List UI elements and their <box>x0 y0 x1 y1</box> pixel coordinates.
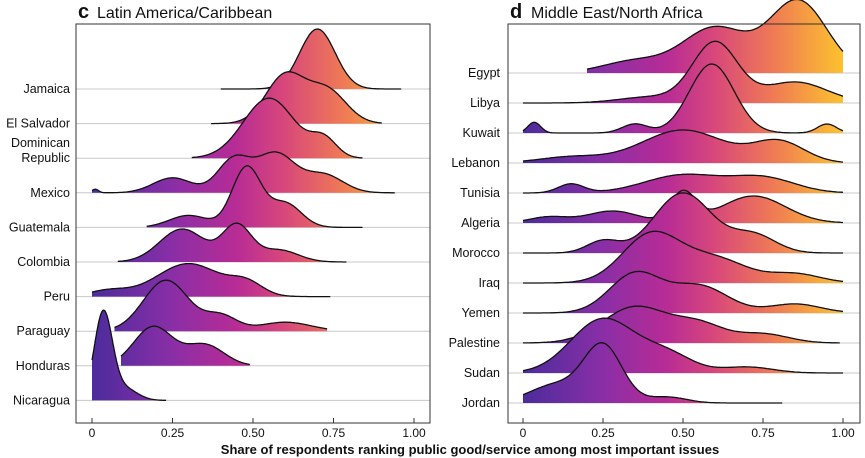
ridges-d <box>522 0 844 404</box>
country-label-yemen: Yemen <box>462 306 501 320</box>
ridge-area-morocco <box>523 192 843 253</box>
country-label-morocco: Morocco <box>452 246 500 260</box>
country-label-honduras: Honduras <box>16 359 70 373</box>
ridge-line-guatemala <box>146 165 363 229</box>
tick-label-c-3: 0.75 <box>322 426 346 440</box>
panel-latin-america: c Latin America/Caribbean Jamaica El Salv… <box>6 1 431 440</box>
country-labels-c: Jamaica El Salvador Dominican Republic Mexic… <box>6 82 71 407</box>
ridge-area-dominican-republic <box>191 98 363 159</box>
ridge-line-colombia <box>117 222 347 263</box>
ridge-line-honduras <box>120 325 250 366</box>
country-label-kuwait: Kuwait <box>462 126 500 140</box>
ridge-line-el-salvador <box>211 71 382 125</box>
country-label-el-salvador: El Salvador <box>6 117 70 131</box>
panel-middle-east: d Middle East/North Africa Egypt Libya Kuw… <box>449 0 861 440</box>
tick-label-c-0: 0 <box>89 426 96 440</box>
country-label-peru: Peru <box>44 290 70 304</box>
ridge-line-sudan <box>522 317 843 374</box>
tick-label-d-3: 0.75 <box>751 426 775 440</box>
country-label-jamaica: Jamaica <box>23 82 70 96</box>
ridge-line-tunisia <box>523 173 844 194</box>
country-label-algeria: Algeria <box>461 216 500 230</box>
ridge-line-kuwait <box>522 63 844 134</box>
country-label-paraguay: Paraguay <box>16 324 70 338</box>
ridge-area-peru <box>92 263 331 297</box>
ridge-area-jamaica <box>220 29 402 89</box>
ridge-line-lebanon <box>522 129 844 163</box>
country-label-dominican-republic: Dominican Republic <box>11 136 70 165</box>
ridges-c <box>91 28 402 401</box>
x-axis-d: 0 0.25 0.50 0.75 1.00 <box>520 418 855 440</box>
country-label-libya: Libya <box>470 96 500 110</box>
ridge-area-iraq <box>523 231 843 283</box>
ridge-area-tunisia <box>523 174 843 193</box>
tick-label-d-2: 0.50 <box>671 426 695 440</box>
ridge-area-lebanon <box>523 130 843 163</box>
ridge-area-honduras <box>121 326 250 366</box>
country-label-lebanon: Lebanon <box>451 156 500 170</box>
ridge-area-jordan <box>523 342 783 403</box>
ridge-line-peru <box>91 262 331 298</box>
ridge-area-guatemala <box>146 165 363 228</box>
country-label-nicaragua: Nicaragua <box>13 393 70 407</box>
tick-label-c-1: 0.25 <box>161 426 185 440</box>
ridge-line-iraq <box>523 230 844 284</box>
country-label-jordan: Jordan <box>462 396 500 410</box>
country-label-tunisia: Tunisia <box>460 186 500 200</box>
panel-letter-d: d <box>510 1 522 23</box>
x-axis-title: Share of respondents ranking public good… <box>221 442 719 457</box>
country-labels-d: Egypt Libya Kuwait Lebanon Tunisia Algeria Mor… <box>449 66 501 410</box>
ridge-area-paraguay <box>114 280 328 332</box>
country-label-palestine: Palestine <box>449 336 500 350</box>
country-label-iraq: Iraq <box>478 276 500 290</box>
country-label-colombia: Colombia <box>17 255 70 269</box>
ridge-line-libya <box>523 40 844 104</box>
ridge-area-colombia <box>117 223 347 262</box>
country-label-egypt: Egypt <box>468 66 500 80</box>
country-label-sudan: Sudan <box>464 366 500 380</box>
panel-title-c: Latin America/Caribbean <box>97 5 272 22</box>
panel-title-d: Middle East/North Africa <box>531 5 703 22</box>
tick-label-d-1: 0.25 <box>591 426 615 440</box>
ridge-line-yemen <box>523 270 844 314</box>
ridge-line-jordan <box>522 342 783 404</box>
ridge-area-el-salvador <box>211 71 382 124</box>
country-label-guatemala: Guatemala <box>9 220 70 234</box>
tick-label-d-0: 0 <box>520 426 527 440</box>
ridge-line-algeria <box>522 189 844 224</box>
plot-frame-d <box>507 23 861 424</box>
ridge-line-dominican-republic <box>191 97 363 159</box>
ridge-line-paraguay <box>114 279 328 330</box>
ridge-line-mexico <box>91 151 395 194</box>
ridge-line-morocco <box>523 192 843 254</box>
ridge-line-egypt <box>586 0 844 70</box>
panel-letter-c: c <box>78 1 89 23</box>
tick-label-c-4: 1.00 <box>402 426 426 440</box>
x-axis-c: 0 0.25 0.50 0.75 1.00 <box>89 418 426 440</box>
ridge-line-nicaragua <box>91 309 167 401</box>
ridge-area-egypt <box>587 0 843 73</box>
ridge-area-yemen <box>523 271 843 313</box>
ridge-line-jamaica <box>220 28 402 90</box>
tick-label-d-4: 1.00 <box>831 426 855 440</box>
country-label-mexico: Mexico <box>30 186 70 200</box>
ridge-area-libya <box>523 41 843 103</box>
tick-label-c-2: 0.50 <box>241 426 265 440</box>
ridge-area-kuwait <box>523 64 843 133</box>
